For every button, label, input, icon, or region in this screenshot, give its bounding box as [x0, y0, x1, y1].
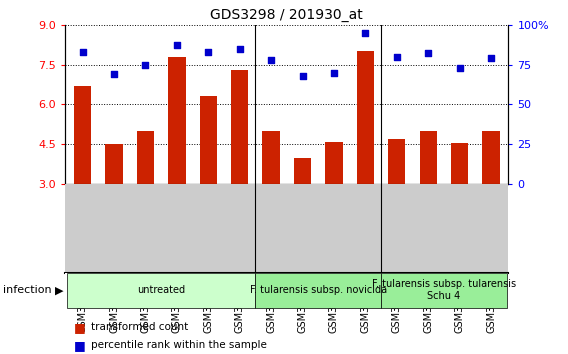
Bar: [199, 96, 217, 184]
Point: [110, 71, 119, 77]
Point: [204, 49, 213, 55]
Bar: [74, 86, 91, 184]
Text: untreated: untreated: [137, 285, 185, 295]
Point: [266, 57, 275, 63]
Bar: [482, 131, 500, 184]
Text: F. tularensis subsp. novicida: F. tularensis subsp. novicida: [250, 285, 387, 295]
Text: infection: infection: [3, 285, 52, 295]
Bar: [106, 144, 123, 184]
Bar: [420, 131, 437, 184]
Bar: [325, 142, 343, 184]
Point: [172, 42, 181, 48]
Point: [78, 49, 87, 55]
Bar: [256, 273, 381, 308]
Point: [392, 54, 402, 59]
Point: [424, 51, 433, 56]
Bar: [67, 273, 256, 308]
Point: [487, 55, 496, 61]
Point: [298, 73, 307, 79]
Point: [329, 70, 339, 75]
Bar: [231, 70, 248, 184]
Bar: [168, 57, 186, 184]
Text: percentile rank within the sample: percentile rank within the sample: [91, 340, 267, 350]
Bar: [137, 131, 154, 184]
Title: GDS3298 / 201930_at: GDS3298 / 201930_at: [211, 8, 363, 22]
Point: [141, 62, 150, 67]
Text: transformed count: transformed count: [91, 322, 188, 332]
Point: [361, 30, 370, 35]
Point: [235, 46, 244, 51]
Point: [455, 65, 464, 70]
Text: F. tularensis subsp. tularensis
Schu 4: F. tularensis subsp. tularensis Schu 4: [372, 279, 516, 301]
Bar: [294, 158, 311, 184]
Bar: [357, 51, 374, 184]
Text: ■: ■: [74, 321, 86, 334]
Text: ▶: ▶: [56, 285, 64, 295]
Text: ■: ■: [74, 339, 86, 352]
Bar: [451, 143, 468, 184]
Bar: [381, 273, 507, 308]
Bar: [388, 139, 406, 184]
Bar: [262, 131, 280, 184]
